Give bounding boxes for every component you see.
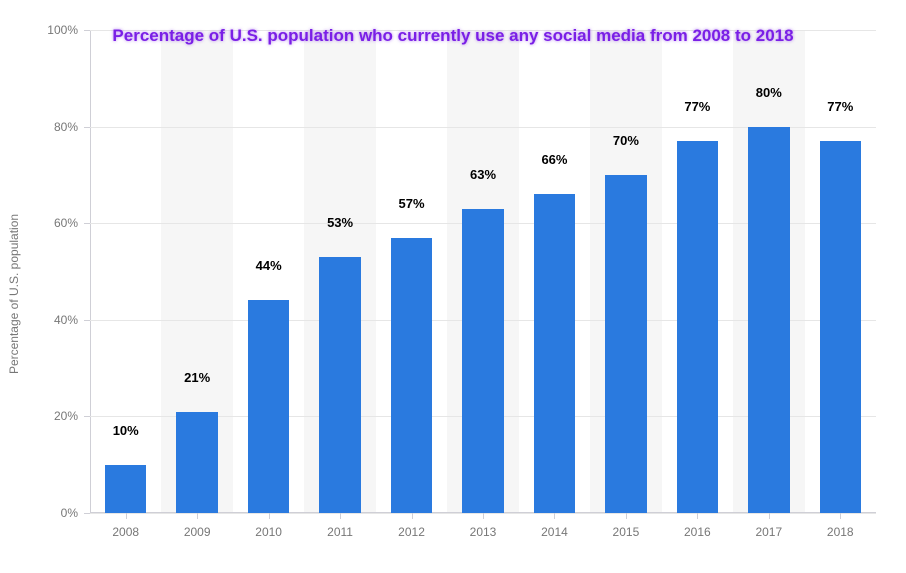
x-tick-mark — [126, 513, 127, 519]
bar — [748, 127, 789, 513]
y-tick-label: 40% — [54, 313, 90, 327]
y-tick-label: 100% — [47, 23, 90, 37]
bar-value-label: 21% — [184, 370, 210, 391]
x-tick-mark — [626, 513, 627, 519]
y-tick-label: 0% — [61, 506, 90, 520]
bar — [391, 238, 432, 513]
x-tick-mark — [197, 513, 198, 519]
y-axis-title: Percentage of U.S. population — [7, 213, 21, 373]
bar — [176, 412, 217, 513]
bar-value-label: 80% — [756, 85, 782, 106]
y-tick-label: 60% — [54, 216, 90, 230]
bar — [605, 175, 646, 513]
x-tick-mark — [840, 513, 841, 519]
x-tick-mark — [697, 513, 698, 519]
y-tick-label: 20% — [54, 409, 90, 423]
bar — [319, 257, 360, 513]
bar-value-label: 44% — [256, 258, 282, 279]
y-axis-line — [90, 30, 91, 513]
bar-value-label: 77% — [684, 99, 710, 120]
bar — [534, 194, 575, 513]
bar — [248, 300, 289, 513]
x-tick-mark — [769, 513, 770, 519]
bar-value-label: 66% — [541, 152, 567, 173]
bar — [462, 209, 503, 513]
x-tick-mark — [340, 513, 341, 519]
grid-line — [90, 30, 876, 31]
bar-value-label: 10% — [113, 423, 139, 444]
bar-value-label: 57% — [399, 196, 425, 217]
bar-value-label: 77% — [827, 99, 853, 120]
plot-area: 0%20%40%60%80%100%10%200821%200944%20105… — [90, 30, 876, 513]
bar — [105, 465, 146, 513]
x-tick-mark — [554, 513, 555, 519]
x-tick-mark — [483, 513, 484, 519]
bar-value-label: 53% — [327, 215, 353, 236]
bar-value-label: 63% — [470, 167, 496, 188]
y-tick-label: 80% — [54, 120, 90, 134]
chart-container: Percentage of U.S. population 0%20%40%60… — [0, 0, 906, 573]
bar — [820, 141, 861, 513]
bar-value-label: 70% — [613, 133, 639, 154]
x-tick-mark — [412, 513, 413, 519]
bar — [677, 141, 718, 513]
x-tick-mark — [269, 513, 270, 519]
